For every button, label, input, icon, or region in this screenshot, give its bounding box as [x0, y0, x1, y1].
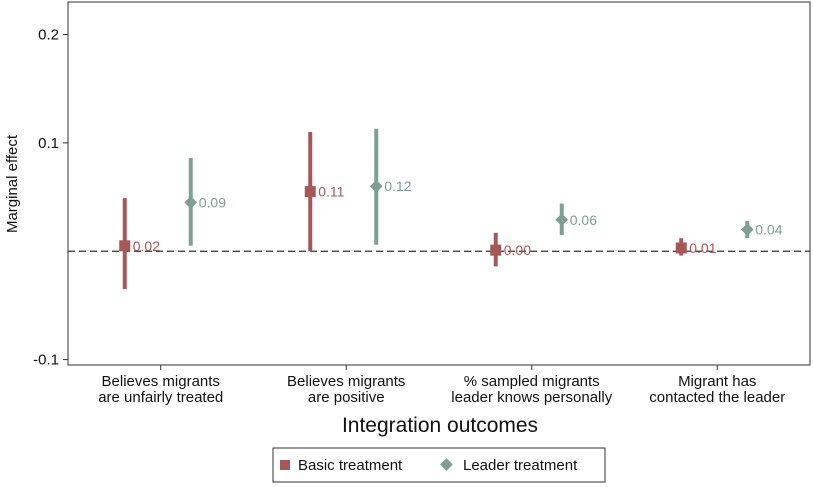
- x-category-label: Believes migrants: [102, 373, 220, 390]
- legend-marker-leader: [440, 458, 453, 471]
- data-label: 0.01: [689, 240, 716, 256]
- point-marker-square: [675, 242, 687, 254]
- x-category-label: are unfairly treated: [98, 389, 223, 406]
- point-marker-diamond: [740, 223, 754, 236]
- x-category-label: Believes migrants: [287, 373, 405, 390]
- x-category-label: % sampled migrants: [464, 373, 600, 390]
- legend-label-leader: Leader treatment: [463, 457, 578, 474]
- y-axis: -0.1 0.1 0.2: [33, 27, 68, 369]
- legend: Basic treatment Leader treatment: [272, 447, 606, 483]
- y-tick-label: 0.1: [38, 135, 59, 152]
- legend-label-basic: Basic treatment: [298, 457, 403, 474]
- point-marker-diamond: [369, 179, 383, 193]
- chart-marks: 0.02 0.11 0.00 0.01 0.09 0.12 0.06 0.04: [119, 128, 783, 290]
- legend-box: [272, 447, 606, 483]
- data-label: 0.11: [318, 184, 344, 200]
- y-axis-title: Marginal effect: [4, 134, 21, 233]
- legend-marker-basic: [280, 460, 290, 470]
- data-label: 0.02: [133, 238, 160, 254]
- point-marker-diamond: [184, 196, 198, 209]
- x-category-label: leader knows personally: [451, 389, 612, 406]
- data-label: 0.06: [570, 212, 597, 228]
- x-category-label: are positive: [308, 389, 385, 406]
- data-label: 0.04: [755, 222, 782, 238]
- x-category-label: contacted the leader: [649, 389, 785, 406]
- point-marker-square: [304, 186, 316, 198]
- data-label: 0.00: [504, 242, 531, 258]
- x-axis-title: Integration outcomes: [342, 414, 538, 437]
- y-tick-label: -0.1: [33, 352, 59, 369]
- point-marker-square: [490, 244, 502, 256]
- data-label: 0.09: [199, 194, 226, 210]
- plot-frame: [67, 1, 811, 366]
- x-category-label: Migrant has: [678, 373, 756, 390]
- y-tick-label: 0.2: [38, 27, 59, 44]
- point-marker-diamond: [555, 213, 569, 227]
- point-marker-square: [119, 240, 131, 252]
- data-label: 0.12: [384, 178, 411, 194]
